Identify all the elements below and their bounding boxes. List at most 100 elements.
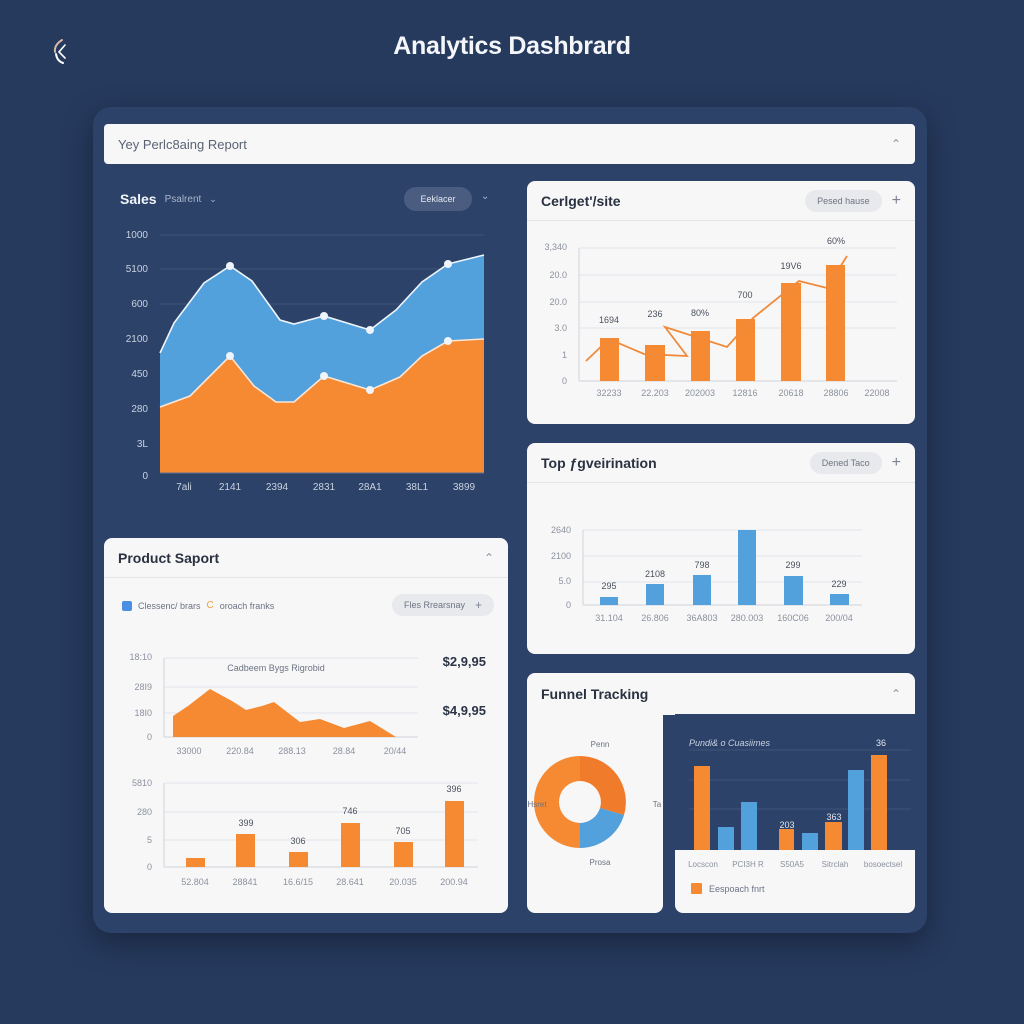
x-tick: PCI3H R (732, 860, 764, 869)
y-tick: 600 (131, 299, 148, 310)
product-title: Product Saport (118, 549, 220, 566)
bar-label: 19V6 (780, 261, 801, 271)
funnel-bar-panel: Pundi& o Cuasiimes 203 363 36 (675, 714, 915, 852)
chevron-down-icon[interactable]: ⌄ (209, 193, 217, 204)
chevron-up-icon[interactable]: ⌃ (890, 687, 901, 701)
x-tick: Locscon (688, 860, 718, 869)
sales-filter-button[interactable]: Eeklacer (404, 187, 472, 211)
y-tick: 1000 (126, 230, 149, 241)
chevron-up-icon[interactable]: ⌃ (483, 550, 494, 565)
product-add-filter-button[interactable]: Fles Rrearsnay + (392, 594, 495, 616)
x-tick: 220.84 (226, 746, 254, 756)
funnel-x-axis: Locscon PCI3H R S50A5 Sitrclah bosoectse… (688, 860, 902, 894)
conversion-title: Cerlget'/site (541, 192, 621, 209)
funnel-donut-panel: Penn Hsret Ta Prosa (527, 714, 663, 913)
product-charts: 18:10 28I9 18I0 0 Cadbeem Bygs Rigrobid … (129, 652, 486, 887)
y-tick: 280 (131, 404, 148, 415)
bar-label: 798 (694, 560, 709, 570)
donut-label: Penn (591, 740, 610, 749)
funnel-bar-chart: Pundi& o Cuasiimes 203 363 36 (689, 738, 911, 852)
x-tick: 12816 (732, 388, 757, 398)
y-tick: 18:10 (129, 652, 152, 662)
product-card: Product Saport ⌃ Clessenc/ brars C oroac… (104, 538, 508, 913)
top-info-title: Top ƒgveirination (541, 454, 657, 471)
bar-label: 746 (342, 806, 357, 816)
x-tick: 22.203 (641, 388, 669, 398)
conversion-bar-chart: 3,340 20.0 20.0 3.0 1 0 1694 236 80% 700… (544, 236, 897, 398)
y-tick: 20.0 (549, 297, 567, 307)
x-tick: 28A1 (358, 482, 382, 493)
x-tick: 200/04 (825, 613, 853, 623)
x-tick: 3899 (453, 482, 476, 493)
sales-title: Sales (120, 191, 157, 207)
x-tick: 2831 (313, 482, 336, 493)
x-tick: 7ali (176, 482, 192, 493)
x-tick: 28.84 (333, 746, 356, 756)
bar-label: 299 (785, 560, 800, 570)
y-tick: 0 (142, 471, 148, 482)
report-bar[interactable]: Yey Perlc8aing Report ⌃ (104, 124, 915, 164)
sales-panel: Sales Psalrent ⌄ Eeklacer ⌄ 1000 5100 60… (104, 175, 509, 520)
y-tick: 20.0 (549, 270, 567, 280)
x-tick: bosoectsel (864, 860, 902, 869)
bar-label: 36 (876, 738, 886, 748)
x-tick: 33000 (176, 746, 201, 756)
bar-label: 363 (826, 812, 841, 822)
x-tick: 28806 (823, 388, 848, 398)
bar-label: 1694 (599, 315, 619, 325)
funnel-title: Funnel Tracking (541, 686, 649, 702)
bar-label: 236 (647, 309, 662, 319)
funnel-bar-title: Pundi& o Cuasiimes (689, 738, 771, 748)
y-tick: 2100 (126, 334, 149, 345)
bar-label: 700 (737, 290, 752, 300)
sales-period-select[interactable]: Psalrent (164, 193, 202, 205)
y-tick: 3L (137, 439, 149, 450)
funnel-footer: Locscon PCI3H R S50A5 Sitrclah bosoectse… (675, 850, 915, 913)
legend-swatch-orange: C (206, 600, 214, 611)
y-tick: 3,340 (544, 242, 567, 252)
bar-label: 80% (691, 308, 709, 318)
x-tick: 32233 (596, 388, 621, 398)
page-title: Analytics Dashbrard (393, 32, 631, 60)
conversion-filter-button[interactable]: Pesed hause (805, 189, 882, 212)
chevron-back-icon[interactable] (50, 36, 74, 66)
x-tick: 26.806 (641, 613, 669, 623)
x-tick: 28.641 (336, 877, 364, 887)
y-tick: 1 (562, 350, 567, 360)
x-tick: 288.13 (278, 746, 306, 756)
x-tick: 22008 (864, 388, 889, 398)
x-tick: 20618 (778, 388, 803, 398)
x-tick: Sitrclah (822, 860, 849, 869)
x-tick: 202003 (685, 388, 715, 398)
legend-label: Eespoach fnrt (709, 884, 765, 894)
donut-label: Ta (653, 800, 662, 809)
chevron-down-icon[interactable]: ⌄ (481, 191, 490, 202)
legend-swatch-orange (691, 883, 702, 894)
top-info-filter-button[interactable]: Dened Taco (809, 451, 882, 474)
x-tick: 280.003 (731, 613, 764, 623)
x-tick: 20.035 (389, 877, 417, 887)
y-tick: 5.0 (558, 576, 571, 586)
plus-icon[interactable]: + (891, 453, 901, 471)
y-tick: 2640 (551, 525, 571, 535)
top-info-card: Top ƒgveirination Dened Taco + 2640 2100… (527, 443, 915, 654)
x-tick: 2394 (266, 482, 289, 493)
sales-area-chart: 1000 5100 600 2100 450 280 3L 0 7ali 214… (126, 230, 485, 493)
y-tick: 0 (147, 862, 152, 872)
y-tick: 450 (131, 369, 148, 380)
area-annotation: Cadbeem Bygs Rigrobid (227, 663, 325, 673)
bar-label: 396 (446, 784, 461, 794)
y-tick: 5100 (126, 264, 149, 275)
bar-label: 295 (601, 581, 616, 591)
x-tick: 28841 (232, 877, 257, 887)
legend-label: Clessenc/ brars (138, 600, 201, 611)
conversion-card: Cerlget'/site Pesed hause + 3,340 20.0 2… (527, 181, 915, 424)
y-tick: 0 (566, 600, 571, 610)
x-tick: S50A5 (780, 860, 805, 869)
chevron-up-icon[interactable]: ⌃ (890, 137, 901, 151)
x-tick: 36A803 (686, 613, 717, 623)
plus-icon[interactable]: + (891, 191, 901, 209)
x-tick: 20/44 (384, 746, 407, 756)
funnel-donut-chart: Penn Hsret Ta Prosa (527, 740, 662, 867)
funnel-header: Funnel Tracking ⌃ (527, 673, 915, 715)
